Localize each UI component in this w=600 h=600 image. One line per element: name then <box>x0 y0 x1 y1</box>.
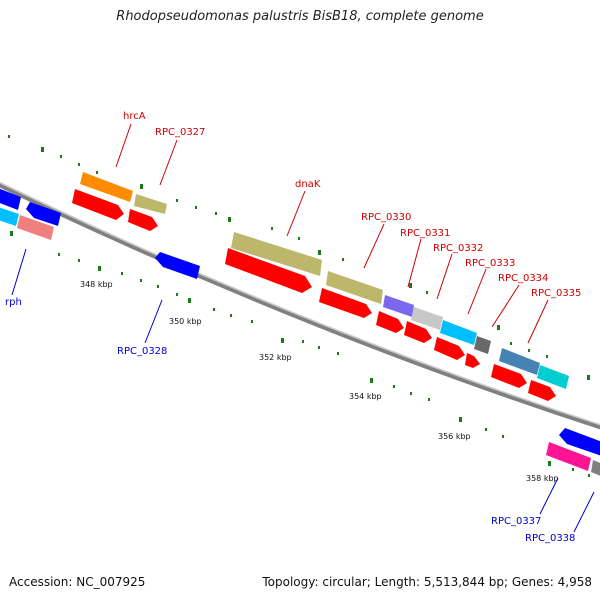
gene-hrcA-bar[interactable] <box>80 172 133 202</box>
forward-labels: hrcA RPC_0327 dnaK RPC_0330 RPC_0331 RPC… <box>123 111 581 299</box>
genome-backbone <box>0 182 600 430</box>
gene-RPC_0327-bar[interactable] <box>134 194 167 214</box>
gene-RPC_0334b-bar[interactable] <box>499 348 540 375</box>
accession-text: Accession: NC_007925 <box>9 575 146 589</box>
lower-tick-row <box>10 231 590 477</box>
tick-label-348: 348 kbp <box>80 280 113 289</box>
forward-arrow-5[interactable] <box>376 311 404 333</box>
forward-arrow-4[interactable] <box>319 288 372 318</box>
forward-arrow-7[interactable] <box>434 337 465 360</box>
reverse-labels: rph RPC_0328 RPC_0337 RPC_0338 <box>5 297 575 544</box>
label-RPC_0327[interactable]: RPC_0327 <box>155 127 205 138</box>
forward-arrow-dnaK[interactable] <box>225 248 312 293</box>
upper-tick-row <box>8 135 590 380</box>
tick-label-356: 356 kbp <box>438 432 471 441</box>
tick-label-358: 358 kbp <box>526 474 559 483</box>
forward-arrow-2[interactable] <box>128 209 158 231</box>
label-hrcA[interactable]: hrcA <box>123 111 146 122</box>
gene-RPC_0334-bar[interactable] <box>474 336 491 354</box>
genome-title: Rhodopseudomonas palustris BisB18, compl… <box>116 9 484 24</box>
label-RPC_0334[interactable]: RPC_0334 <box>498 273 548 284</box>
forward-arrow-1[interactable] <box>72 189 124 220</box>
reverse-arrow-RPC_0328[interactable] <box>155 252 200 279</box>
forward-arrow-9[interactable] <box>491 364 527 388</box>
gene-left-cyan-bar[interactable] <box>0 206 19 226</box>
label-RPC_0333[interactable]: RPC_0333 <box>465 258 515 269</box>
gene-RPC_0335-bar[interactable] <box>537 365 569 389</box>
forward-strand-genes <box>72 189 556 401</box>
forward-features <box>0 172 600 477</box>
forward-arrow-10[interactable] <box>528 380 556 401</box>
label-RPC_0335[interactable]: RPC_0335 <box>531 288 581 299</box>
gene-RPC_0331-bar[interactable] <box>383 295 414 317</box>
reverse-arrow-right[interactable] <box>559 428 600 456</box>
tick-label-354: 354 kbp <box>349 392 382 401</box>
gene-left-pink-bar[interactable] <box>17 215 54 240</box>
reverse-strand-genes <box>0 187 600 456</box>
backbone-highlight <box>0 181 600 426</box>
label-RPC_0337[interactable]: RPC_0337 <box>491 516 541 527</box>
gene-RPC_0333-bar[interactable] <box>440 320 477 345</box>
label-dnaK[interactable]: dnaK <box>295 179 321 190</box>
forward-arrow-6[interactable] <box>404 321 432 343</box>
reverse-arrow-left-1[interactable] <box>0 187 21 210</box>
label-RPC_0331[interactable]: RPC_0331 <box>400 228 450 239</box>
tick-labels: 348 kbp 350 kbp 352 kbp 354 kbp 356 kbp … <box>80 280 559 483</box>
label-RPC_0328[interactable]: RPC_0328 <box>117 346 167 357</box>
label-RPC_0332[interactable]: RPC_0332 <box>433 243 483 254</box>
label-leaders <box>11 123 595 533</box>
forward-arrow-8[interactable] <box>465 353 480 368</box>
tick-label-350: 350 kbp <box>169 317 202 326</box>
reverse-arrow-left-2[interactable] <box>26 202 61 226</box>
gene-RPC_0330-bar[interactable] <box>326 271 383 304</box>
gene-right-grey-bar[interactable] <box>591 460 600 477</box>
genome-summary-text: Topology: circular; Length: 5,513,844 bp… <box>262 575 592 589</box>
gene-right-pink-bar[interactable] <box>546 442 591 471</box>
label-rph[interactable]: rph <box>5 297 22 308</box>
label-RPC_0330[interactable]: RPC_0330 <box>361 212 411 223</box>
gene-RPC_0332-bar[interactable] <box>411 307 443 330</box>
tick-label-352: 352 kbp <box>259 353 292 362</box>
label-RPC_0338[interactable]: RPC_0338 <box>525 533 575 544</box>
gene-dnaK-bar[interactable] <box>231 232 322 276</box>
